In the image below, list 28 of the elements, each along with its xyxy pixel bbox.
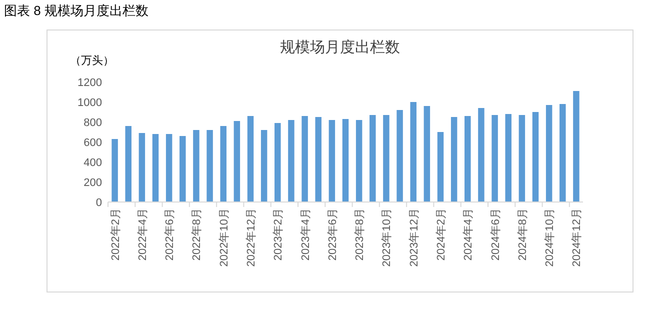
x-tick-label: 2024年6月 xyxy=(490,208,502,261)
x-tick-label: 2024年10月 xyxy=(544,208,556,267)
x-tick-label: 2022年12月 xyxy=(246,208,258,267)
ylabel: （万头） xyxy=(70,55,114,67)
x-tick-label: 2024年12月 xyxy=(571,208,584,267)
y-tick-label: 1000 xyxy=(78,97,102,109)
title: 图表 8 规模场月度出栏数 xyxy=(4,3,148,18)
y-tick-label: 1200 xyxy=(78,77,102,89)
y-tick-label: 0 xyxy=(96,197,102,209)
x-tick-label: 2023年6月 xyxy=(326,208,339,261)
y-tick-label: 600 xyxy=(84,137,102,149)
y-tick-label: 800 xyxy=(84,117,102,129)
x-tick-label: 2023年2月 xyxy=(272,208,285,261)
x-tick-label: 2023年12月 xyxy=(408,208,420,267)
x-tick-label: 2024年8月 xyxy=(516,208,529,261)
x-tick-label: 2022年8月 xyxy=(191,208,204,261)
x-tick-label: 2024年2月 xyxy=(436,208,448,261)
y-tick-label: 400 xyxy=(84,157,102,169)
x-tick-label: 2023年8月 xyxy=(354,208,366,261)
x-tick-label: 2022年2月 xyxy=(110,208,122,261)
y-tick-label: 200 xyxy=(84,177,102,189)
x-tick-label: 2024年4月 xyxy=(462,208,475,261)
x-tick-label: 2022年10月 xyxy=(218,208,230,267)
x-tick-label: 2023年10月 xyxy=(381,208,394,267)
subtitle: 规模场月度出栏数 xyxy=(280,40,400,56)
x-tick-label: 2022年6月 xyxy=(164,208,176,261)
x-tick-label: 2023年4月 xyxy=(300,208,312,261)
x-tick-label: 2022年4月 xyxy=(136,208,149,261)
